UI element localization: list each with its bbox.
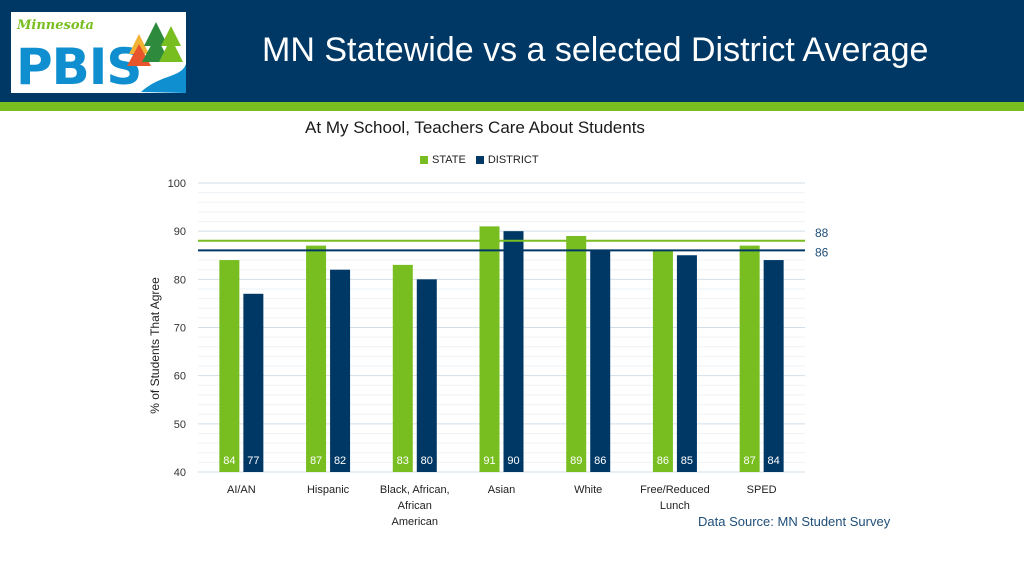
header-accent-stripe — [0, 102, 1024, 111]
legend-item-state: STATE — [420, 154, 466, 166]
y-tick-label: 60 — [174, 371, 186, 383]
bar-state — [566, 235, 587, 472]
data-label-state: 86 — [657, 455, 669, 467]
tree-icons — [127, 22, 183, 66]
y-axis-label: % of Students That Agree — [148, 277, 162, 414]
reference-line-label: 88 — [815, 226, 829, 240]
bar-district — [676, 255, 697, 472]
data-label-state: 87 — [310, 455, 322, 467]
bar-district — [763, 260, 784, 472]
bar-district — [590, 250, 611, 472]
x-tick-label: Black, African, — [380, 484, 450, 496]
y-tick-label: 80 — [174, 274, 186, 286]
data-label-district: 84 — [768, 455, 780, 467]
bar-district — [416, 279, 437, 472]
y-tick-label: 90 — [174, 226, 186, 238]
reference-line-label: 86 — [815, 245, 829, 259]
slide-title: MN Statewide vs a selected District Aver… — [262, 31, 929, 69]
data-label-district: 85 — [681, 455, 693, 467]
data-label-district: 90 — [507, 455, 519, 467]
river-icon — [141, 64, 186, 93]
x-tick-label: Free/Reduced — [640, 484, 710, 496]
data-label-state: 91 — [483, 455, 495, 467]
bar-district — [330, 269, 351, 472]
legend-swatch-district — [475, 156, 484, 164]
y-tick-label: 50 — [174, 419, 186, 431]
x-tick-label: Hispanic — [307, 484, 350, 496]
bar-state — [739, 245, 760, 472]
data-label-state: 84 — [223, 455, 235, 467]
chart-legend: STATE DISTRICT — [420, 153, 549, 167]
y-tick-label: 100 — [168, 178, 186, 190]
data-label-district: 86 — [594, 455, 606, 467]
bar-state — [479, 226, 500, 472]
x-tick-label: SPED — [747, 484, 777, 496]
bar-state — [652, 250, 673, 472]
x-tick-label: Lunch — [660, 500, 690, 512]
data-label-state: 87 — [744, 455, 756, 467]
bar-state — [306, 245, 327, 472]
legend-swatch-state — [420, 156, 428, 164]
logo-script-text: Minnesota — [16, 18, 94, 33]
data-label-state: 89 — [570, 455, 582, 467]
bar-district — [503, 231, 524, 472]
data-label-district: 77 — [247, 455, 259, 467]
x-tick-label: Asian — [488, 484, 516, 496]
data-label-district: 82 — [334, 455, 346, 467]
x-tick-label: AI/AN — [227, 484, 256, 496]
data-label-district: 80 — [421, 455, 433, 467]
y-tick-label: 40 — [174, 467, 186, 479]
logo-main-text: PBIS — [16, 38, 141, 93]
x-tick-label: African — [398, 500, 432, 512]
bar-state — [392, 264, 413, 472]
data-source-note: Data Source: MN Student Survey — [698, 514, 891, 529]
y-tick-label: 70 — [174, 323, 186, 335]
x-tick-label: White — [574, 484, 602, 496]
chart-title: At My School, Teachers Care About Studen… — [305, 118, 645, 137]
x-tick-label: American — [392, 516, 438, 528]
pbis-logo-graphic: Minnesota PBIS — [16, 18, 186, 93]
legend-label-state: STATE — [432, 154, 466, 166]
bar-state — [219, 260, 240, 472]
legend-label-district: DISTRICT — [487, 154, 539, 166]
data-label-state: 83 — [397, 455, 409, 467]
bar-district — [243, 293, 264, 472]
legend-item-district: DISTRICT — [475, 154, 539, 166]
pbis-logo: Minnesota PBIS — [11, 12, 186, 93]
